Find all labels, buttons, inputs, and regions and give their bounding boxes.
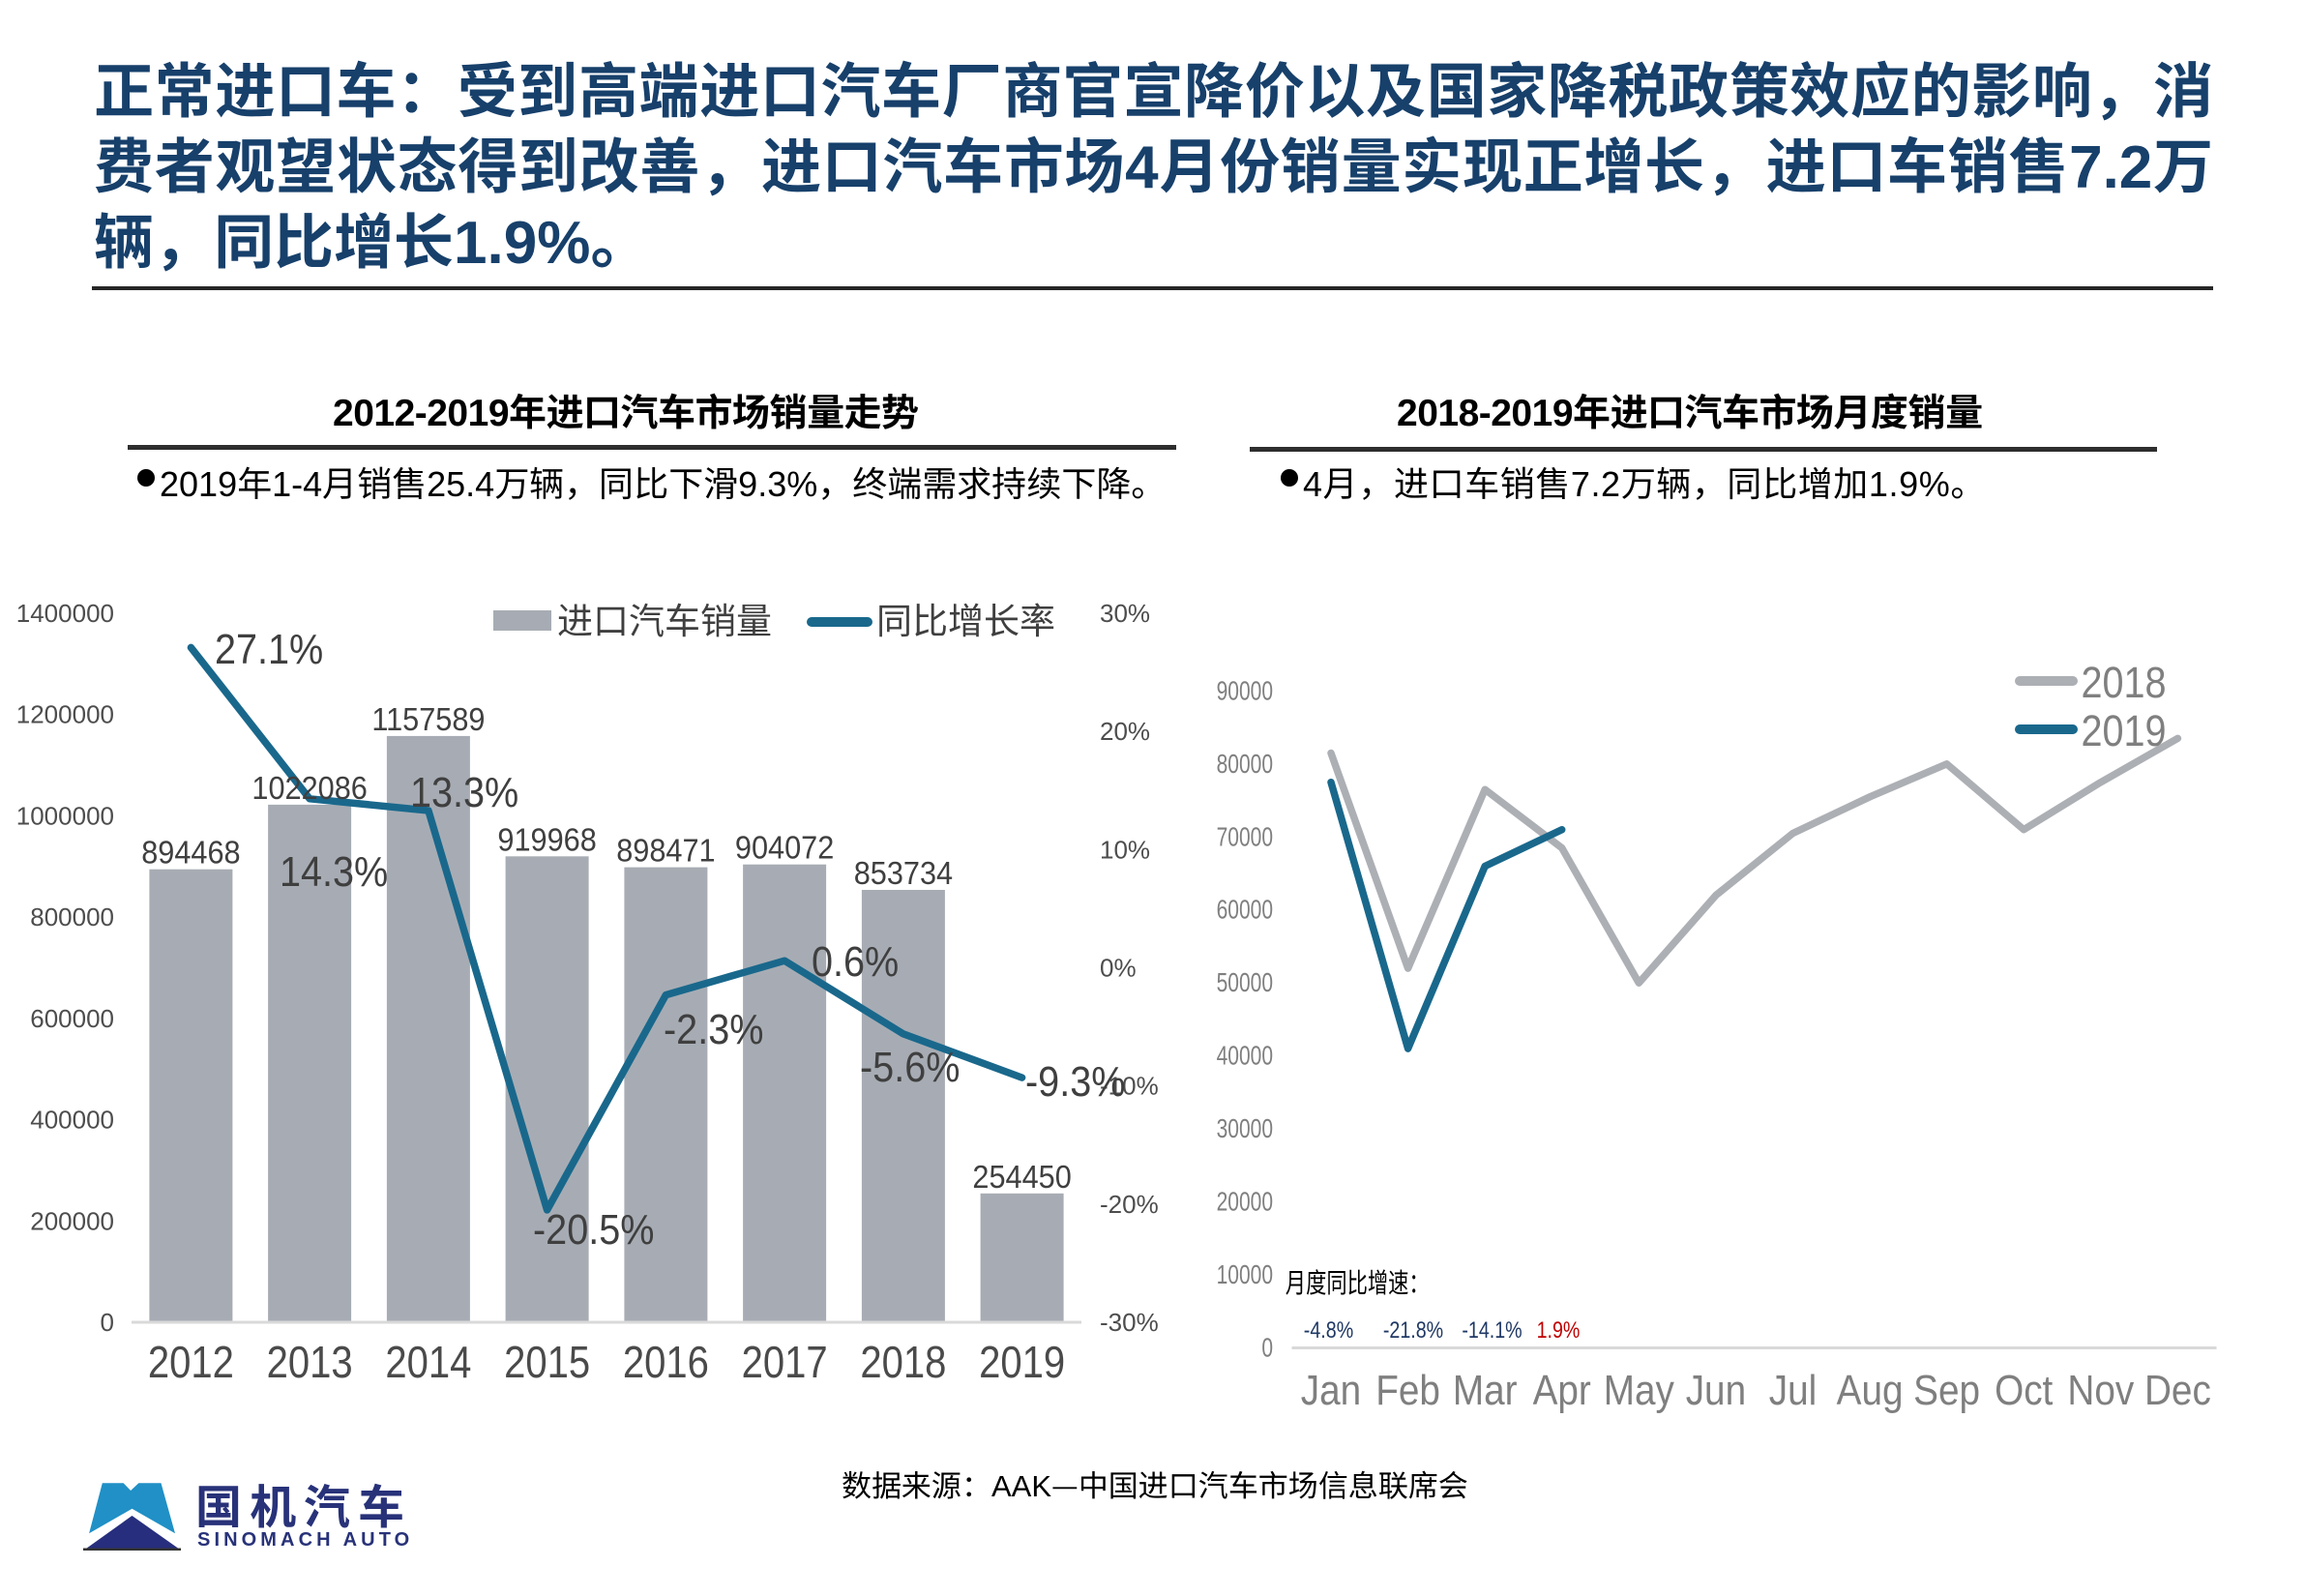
svg-text:2016: 2016 xyxy=(623,1338,709,1387)
svg-text:2019: 2019 xyxy=(2082,707,2167,755)
svg-text:40000: 40000 xyxy=(1217,1042,1273,1072)
svg-text:800000: 800000 xyxy=(30,902,114,931)
svg-text:2019: 2019 xyxy=(979,1338,1065,1387)
svg-text:0%: 0% xyxy=(1100,954,1137,983)
svg-text:600000: 600000 xyxy=(30,1004,114,1033)
svg-text:898471: 898471 xyxy=(616,833,715,869)
svg-text:-5.6%: -5.6% xyxy=(860,1043,960,1090)
svg-text:919968: 919968 xyxy=(497,821,596,857)
svg-text:2018: 2018 xyxy=(860,1338,946,1387)
svg-text:月度同比增速：: 月度同比增速： xyxy=(1286,1268,1430,1299)
svg-text:2013: 2013 xyxy=(267,1338,353,1387)
svg-text:10000: 10000 xyxy=(1217,1260,1273,1290)
svg-text:894468: 894468 xyxy=(141,835,240,871)
svg-text:Apr: Apr xyxy=(1533,1366,1591,1414)
svg-text:853734: 853734 xyxy=(854,855,953,891)
svg-text:Aug: Aug xyxy=(1837,1366,1904,1414)
svg-text:-10%: -10% xyxy=(1100,1072,1159,1101)
svg-text:Mar: Mar xyxy=(1453,1366,1518,1414)
svg-text:13.3%: 13.3% xyxy=(410,768,518,815)
svg-text:70000: 70000 xyxy=(1217,823,1273,853)
svg-text:-9.3%: -9.3% xyxy=(1025,1057,1125,1105)
svg-text:Feb: Feb xyxy=(1375,1366,1440,1414)
svg-text:-30%: -30% xyxy=(1100,1308,1159,1337)
svg-text:-21.8%: -21.8% xyxy=(1383,1316,1443,1343)
svg-text:904072: 904072 xyxy=(735,830,834,866)
svg-text:1157589: 1157589 xyxy=(371,701,485,737)
svg-text:2017: 2017 xyxy=(742,1338,828,1387)
svg-text:-20.5%: -20.5% xyxy=(533,1205,654,1253)
svg-text:2014: 2014 xyxy=(385,1338,471,1387)
svg-text:14.3%: 14.3% xyxy=(280,847,388,895)
svg-text:1200000: 1200000 xyxy=(16,700,114,729)
svg-text:2015: 2015 xyxy=(504,1338,590,1387)
svg-text:Dec: Dec xyxy=(2144,1366,2211,1414)
svg-text:200000: 200000 xyxy=(30,1206,114,1235)
svg-text:2018: 2018 xyxy=(2082,659,2167,707)
svg-text:同比增长率: 同比增长率 xyxy=(876,602,1055,641)
svg-text:Oct: Oct xyxy=(1995,1366,2054,1414)
svg-text:60000: 60000 xyxy=(1217,896,1273,926)
svg-text:-20%: -20% xyxy=(1100,1190,1159,1219)
svg-text:10%: 10% xyxy=(1100,835,1150,864)
svg-text:1.9%: 1.9% xyxy=(1537,1316,1581,1343)
svg-text:20%: 20% xyxy=(1100,717,1150,746)
svg-text:0.6%: 0.6% xyxy=(812,937,899,985)
svg-text:30000: 30000 xyxy=(1217,1114,1273,1144)
svg-text:Jan: Jan xyxy=(1301,1366,1361,1414)
svg-text:Jul: Jul xyxy=(1769,1366,1818,1414)
svg-text:400000: 400000 xyxy=(30,1106,114,1135)
svg-text:-2.3%: -2.3% xyxy=(664,1005,763,1052)
svg-text:May: May xyxy=(1604,1366,1674,1414)
svg-text:Sep: Sep xyxy=(1913,1366,1980,1414)
svg-text:0: 0 xyxy=(1261,1334,1273,1364)
svg-text:50000: 50000 xyxy=(1217,968,1273,998)
svg-text:Nov: Nov xyxy=(2067,1366,2134,1414)
svg-text:2012: 2012 xyxy=(148,1338,234,1387)
svg-text:进口汽车销量: 进口汽车销量 xyxy=(557,602,772,641)
svg-text:90000: 90000 xyxy=(1217,677,1273,707)
svg-text:-14.1%: -14.1% xyxy=(1462,1316,1522,1343)
svg-text:-4.8%: -4.8% xyxy=(1304,1316,1353,1343)
svg-text:27.1%: 27.1% xyxy=(215,625,323,672)
svg-text:254450: 254450 xyxy=(972,1159,1071,1195)
svg-text:20000: 20000 xyxy=(1217,1188,1273,1218)
svg-text:80000: 80000 xyxy=(1217,750,1273,780)
svg-text:1000000: 1000000 xyxy=(16,801,114,830)
svg-text:0: 0 xyxy=(101,1308,114,1337)
svg-text:1022086: 1022086 xyxy=(251,770,367,806)
svg-text:30%: 30% xyxy=(1100,599,1150,628)
svg-text:1400000: 1400000 xyxy=(16,599,114,628)
svg-text:Jun: Jun xyxy=(1686,1366,1746,1414)
